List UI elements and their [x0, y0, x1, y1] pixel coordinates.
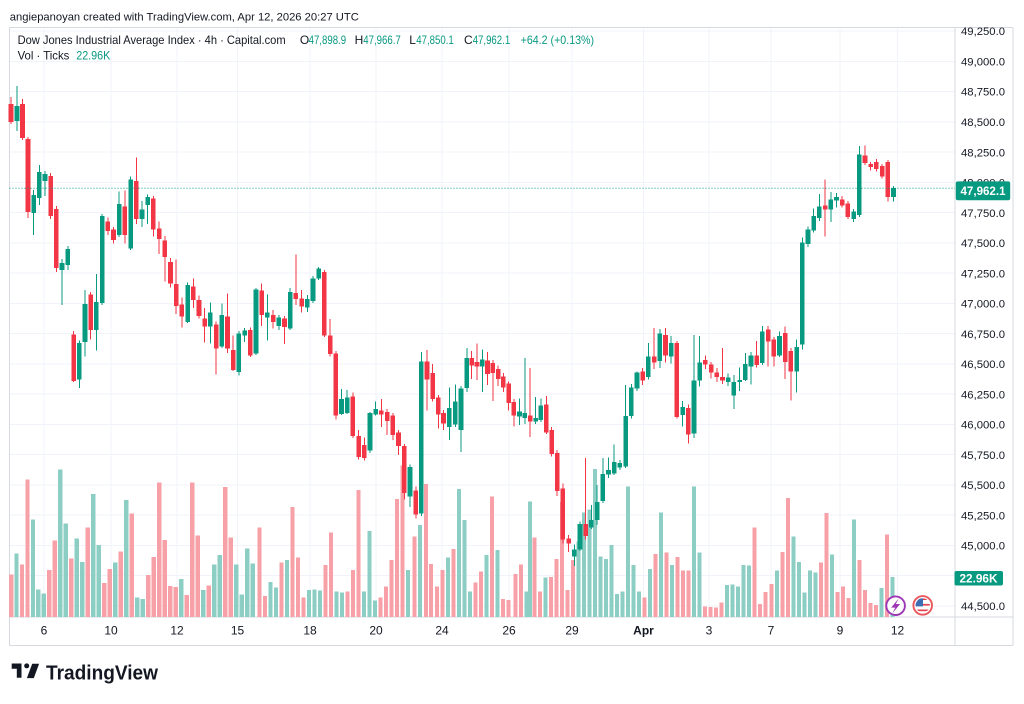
svg-text:47,000.0: 47,000.0	[961, 299, 1005, 311]
svg-text:3: 3	[706, 624, 713, 638]
svg-text:47,750.0: 47,750.0	[961, 208, 1005, 220]
svg-text:45,000.0: 45,000.0	[961, 541, 1005, 553]
svg-text:H: H	[355, 33, 364, 47]
svg-text:angiepanoyan created with Trad: angiepanoyan created with TradingView.co…	[10, 11, 359, 23]
svg-text:29: 29	[565, 624, 579, 638]
svg-text:15: 15	[231, 624, 245, 638]
svg-text:+64.2 (+0.13%): +64.2 (+0.13%)	[521, 33, 595, 47]
svg-text:TradingView: TradingView	[46, 663, 158, 685]
svg-text:7: 7	[768, 624, 775, 638]
svg-text:46,750.0: 46,750.0	[961, 329, 1005, 341]
svg-text:22.96K: 22.96K	[76, 49, 110, 63]
svg-text:46,250.0: 46,250.0	[961, 389, 1005, 401]
svg-text:46,000.0: 46,000.0	[961, 420, 1005, 432]
svg-text:20: 20	[369, 624, 383, 638]
svg-text:47,898.9: 47,898.9	[309, 33, 347, 47]
svg-text:45,500.0: 45,500.0	[961, 480, 1005, 492]
svg-text:48,750.0: 48,750.0	[961, 87, 1005, 99]
svg-text:22.96K: 22.96K	[960, 574, 999, 586]
svg-text:O: O	[300, 33, 309, 47]
svg-text:47,250.0: 47,250.0	[961, 268, 1005, 280]
svg-text:24: 24	[435, 624, 449, 638]
svg-text:26: 26	[502, 624, 516, 638]
svg-text:45,250.0: 45,250.0	[961, 510, 1005, 522]
svg-text:C: C	[464, 33, 473, 47]
svg-text:49,000.0: 49,000.0	[961, 57, 1005, 69]
svg-text:44,500.0: 44,500.0	[961, 601, 1005, 613]
svg-text:49,250.0: 49,250.0	[961, 26, 1005, 38]
svg-text:48,500.0: 48,500.0	[961, 117, 1005, 129]
svg-text:Dow Jones Industrial Average I: Dow Jones Industrial Average Index · 4h …	[18, 33, 286, 47]
svg-text:46,500.0: 46,500.0	[961, 359, 1005, 371]
svg-text:47,850.1: 47,850.1	[416, 33, 454, 47]
svg-text:45,750.0: 45,750.0	[961, 450, 1005, 462]
svg-text:47,962.1: 47,962.1	[961, 184, 1006, 198]
svg-text:6: 6	[41, 624, 48, 638]
svg-text:Apr: Apr	[633, 624, 654, 638]
svg-text:47,966.7: 47,966.7	[363, 33, 401, 47]
svg-text:L: L	[409, 33, 416, 47]
svg-text:12: 12	[891, 624, 905, 638]
svg-text:9: 9	[837, 624, 844, 638]
svg-text:48,250.0: 48,250.0	[961, 147, 1005, 159]
svg-text:10: 10	[104, 624, 118, 638]
svg-text:18: 18	[303, 624, 317, 638]
svg-text:Vol · Ticks: Vol · Ticks	[18, 49, 70, 63]
svg-text:12: 12	[170, 624, 184, 638]
svg-text:47,500.0: 47,500.0	[961, 238, 1005, 250]
svg-text:47,962.1: 47,962.1	[473, 33, 511, 47]
